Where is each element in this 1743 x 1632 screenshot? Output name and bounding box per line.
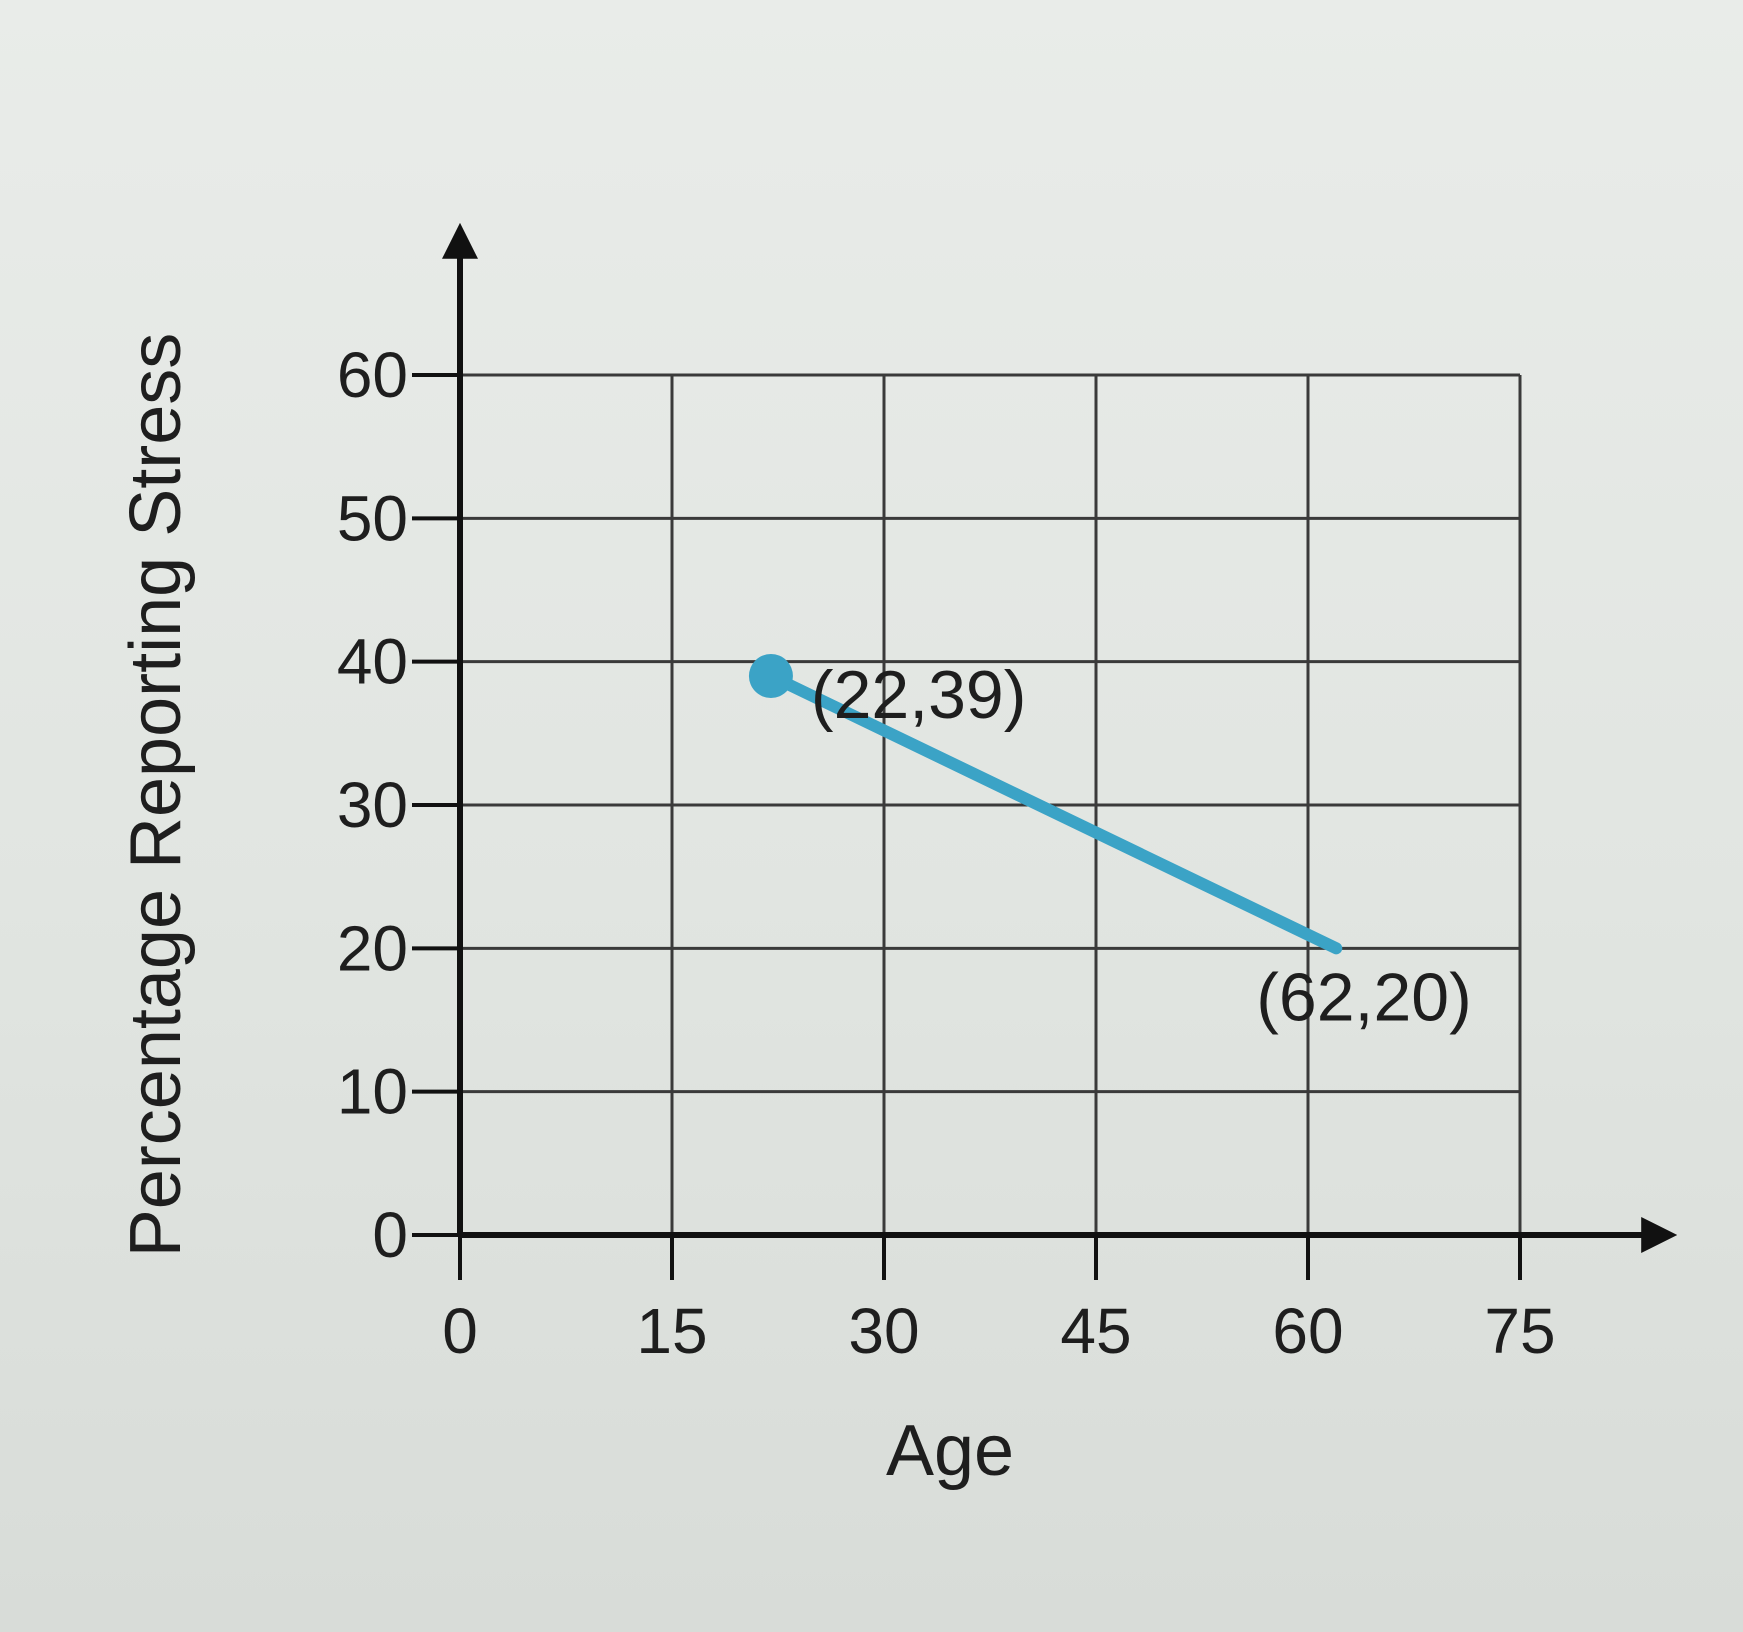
x-tick-label: 75: [1484, 1295, 1555, 1367]
y-tick-label: 60: [337, 339, 408, 411]
axes: [442, 222, 1678, 1253]
data-label: (62,20): [1256, 959, 1471, 1035]
x-tick-label: 0: [442, 1295, 478, 1367]
y-tick-label: 30: [337, 769, 408, 841]
x-axis-title: Age: [886, 1411, 1014, 1491]
x-tick-label: 30: [848, 1295, 919, 1367]
grid: [460, 373, 1522, 1235]
y-tick-label: 20: [337, 912, 408, 984]
y-tick-label: 40: [337, 626, 408, 698]
x-tick-label: 45: [1060, 1295, 1131, 1367]
y-axis-title: Percentage Reporting Stress: [116, 333, 196, 1258]
x-tick-label: 15: [636, 1295, 707, 1367]
series-group: (22,39) (62,20): [748, 654, 1472, 1035]
data-point: [748, 654, 793, 698]
y-tick-label: 0: [372, 1199, 408, 1271]
series-line: [764, 670, 1343, 955]
y-tick-label: 50: [337, 482, 408, 554]
ticks: 0 10 20 30 40 50 60 0 15 30 45 60 75: [337, 339, 1556, 1367]
x-tick-label: 60: [1272, 1295, 1343, 1367]
y-tick-label: 10: [337, 1056, 408, 1128]
data-label: (22,39): [811, 657, 1026, 733]
